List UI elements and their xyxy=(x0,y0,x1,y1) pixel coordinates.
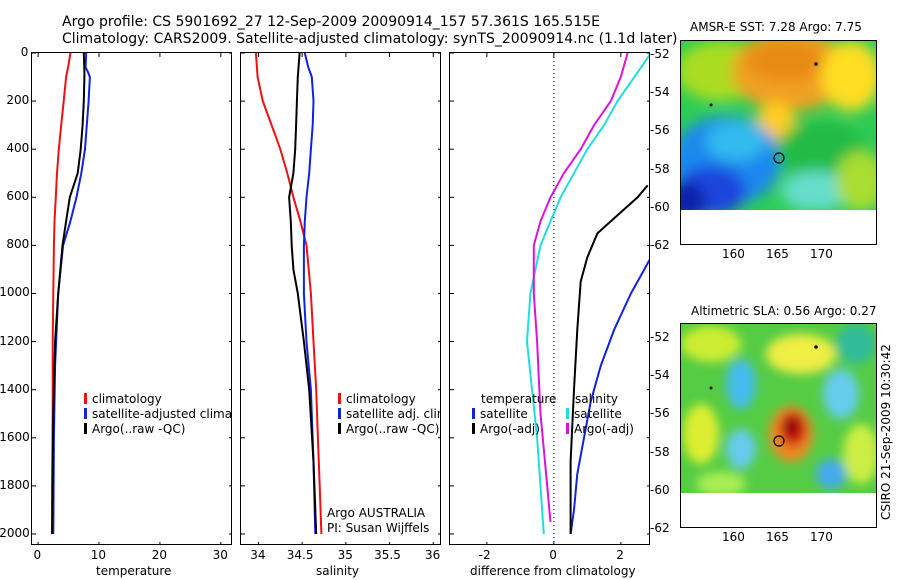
x-tick-label: 10 xyxy=(90,548,107,562)
temperature-legend: climatology satellite-adjusted climatolo… xyxy=(84,392,231,437)
figure-subtitle: Climatology: CARS2009. Satellite-adjuste… xyxy=(62,31,678,47)
lat-tick-label: -58 xyxy=(650,444,670,459)
y-tick-label: 400 xyxy=(6,141,30,156)
sla-map-title: Altimetric SLA: 0.56 Argo: 0.27 xyxy=(691,304,877,318)
y-tick-label: 0 xyxy=(20,45,29,59)
series-line-argo-raw-qc- xyxy=(288,53,318,535)
series-line-satellite-adjusted-climatolo xyxy=(52,53,91,535)
temperature-xlabel: temperature xyxy=(96,564,172,578)
series-line-climatology xyxy=(51,53,72,534)
difference-legend-salinity: salinity satellite Argo(-adj) xyxy=(566,392,634,437)
lat-tick-label: -52 xyxy=(650,330,670,344)
series-line-climatology xyxy=(254,53,323,535)
lat-tick-label: -52 xyxy=(650,47,670,61)
temperature-plot xyxy=(32,53,231,544)
lat-tick-label: -62 xyxy=(650,521,670,535)
salinity-plot xyxy=(241,53,440,544)
lon-tick-label: 170 xyxy=(810,530,833,544)
y-tick-label: 800 xyxy=(6,237,30,252)
x-tick-label: 35.5 xyxy=(374,548,401,562)
x-tick-label: 34.5 xyxy=(286,548,314,562)
y-tick-label: 1600 xyxy=(0,429,30,444)
series-line-salinity-satellite xyxy=(526,54,649,535)
series-line-satellite-adj-clim- xyxy=(302,53,317,535)
x-tick-label: 2 xyxy=(616,548,624,562)
series-line-temperature-argo-adj- xyxy=(569,184,649,534)
lon-tick-label: 165 xyxy=(766,247,789,261)
float-annotation: Argo AUSTRALIA PI: Susan Wijffels xyxy=(327,506,430,535)
y-tick-label: 1400 xyxy=(0,381,30,396)
x-tick-label: -2 xyxy=(478,548,491,562)
sla-map xyxy=(680,323,877,528)
y-tick-label: 600 xyxy=(6,189,30,204)
lon-tick-label: 170 xyxy=(810,247,833,261)
y-tick-label: 1800 xyxy=(0,477,30,492)
sla-map-image xyxy=(681,324,876,527)
difference-plot xyxy=(450,53,649,544)
x-tick-label: 36 xyxy=(425,548,441,562)
series-line-salinity-argo-adj- xyxy=(532,53,629,523)
y-tick-label: 2000 xyxy=(0,525,30,540)
x-tick-label: 0 xyxy=(549,548,557,562)
x-tick-label: 30 xyxy=(212,548,228,562)
lat-tick-label: -60 xyxy=(650,482,670,497)
lat-tick-label: -54 xyxy=(650,368,670,383)
x-tick-label: 34 xyxy=(250,548,266,562)
lon-tick-label: 160 xyxy=(722,247,745,261)
x-tick-label: 0 xyxy=(33,548,42,562)
x-tick-label: 20 xyxy=(151,548,167,562)
y-tick-label: 1200 xyxy=(0,333,30,348)
figure-title: Argo profile: CS 5901692_27 12-Sep-2009 … xyxy=(62,14,600,30)
lon-tick-label: 165 xyxy=(766,530,789,544)
salinity-legend: climatology satellite adj. clim. Argo(..… xyxy=(338,392,440,437)
lat-tick-label: -62 xyxy=(650,238,670,252)
sst-map xyxy=(680,40,877,245)
lat-tick-label: -58 xyxy=(650,161,670,176)
sst-map-image xyxy=(681,41,876,244)
footer-stamp: CSIRO 21-Sep-2009 10:30:42 xyxy=(879,344,893,520)
lon-tick-label: 160 xyxy=(722,530,745,544)
difference-panel: temperature satellite Argo(-adj) salinit… xyxy=(449,52,650,545)
series-line-temperature-satellite xyxy=(569,258,649,535)
difference-xlabel: difference from climatology xyxy=(470,564,636,578)
salinity-panel: climatology satellite adj. clim. Argo(..… xyxy=(240,52,441,545)
lat-tick-label: -56 xyxy=(650,123,670,138)
lat-tick-label: -54 xyxy=(650,85,670,100)
lat-tick-label: -56 xyxy=(650,406,670,421)
x-tick-label: 35 xyxy=(337,548,353,562)
y-tick-label: 1000 xyxy=(0,285,30,300)
temperature-panel: climatology satellite-adjusted climatolo… xyxy=(31,52,232,545)
salinity-xlabel: salinity xyxy=(316,564,360,578)
y-tick-label: 200 xyxy=(6,93,30,108)
lat-tick-label: -60 xyxy=(650,199,670,214)
sst-map-title: AMSR-E SST: 7.28 Argo: 7.75 xyxy=(690,20,862,34)
difference-legend-temperature: temperature satellite Argo(-adj) xyxy=(472,392,556,437)
series-line-argo-raw-qc- xyxy=(51,53,86,535)
